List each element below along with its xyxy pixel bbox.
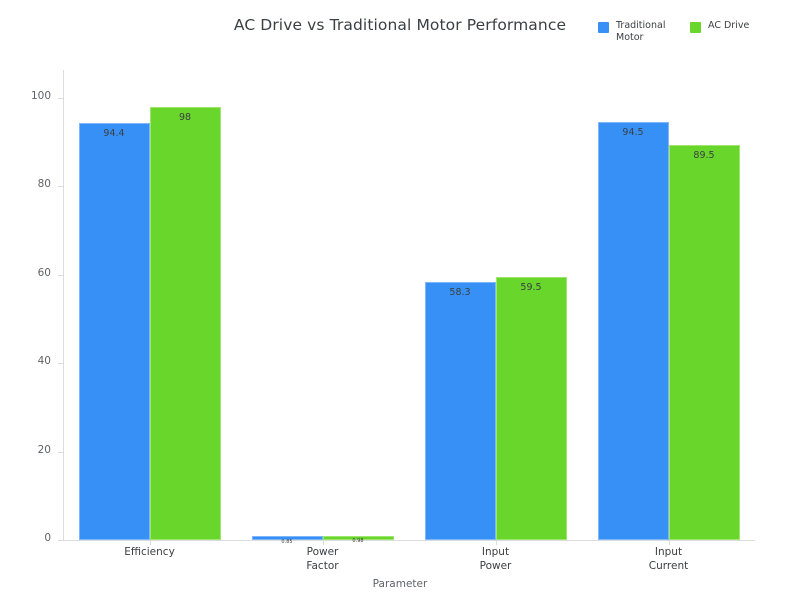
y-tick-label: 40 — [37, 355, 51, 368]
bar[interactable]: 0.98 — [322, 535, 394, 544]
legend-swatch-icon — [598, 22, 609, 33]
bar-value-label: 58.3 — [449, 287, 471, 299]
bar[interactable]: 0.85 — [251, 536, 323, 545]
y-tick-mark — [58, 451, 63, 453]
legend-item-traditional-motor[interactable]: Traditional Motor — [598, 20, 674, 43]
bar-value-label: 94.5 — [622, 127, 644, 139]
x-tick-mark — [322, 540, 324, 545]
bar[interactable]: 58.3 — [424, 282, 496, 540]
y-tick-label: 60 — [37, 266, 51, 279]
bar[interactable]: 98 — [149, 106, 221, 540]
y-tick-label: 20 — [37, 443, 51, 456]
y-tick-mark — [58, 186, 63, 188]
bar[interactable]: 94.5 — [597, 122, 669, 540]
legend-label: AC Drive — [708, 20, 750, 31]
bar-value-label: 94.4 — [103, 127, 125, 139]
chart-legend: Traditional Motor AC Drive — [598, 20, 749, 43]
bar-value-label: 0.98 — [352, 538, 364, 545]
y-tick-mark — [58, 363, 63, 365]
legend-item-ac-drive[interactable]: AC Drive — [690, 20, 749, 33]
plot-area: 94.4 98 0.85 0.98 58.3 59.5 94.5 89.5 — [63, 76, 755, 545]
x-tick-mark — [149, 540, 151, 545]
x-tick-mark — [495, 540, 497, 545]
y-tick-label: 80 — [37, 178, 51, 191]
x-tick-label: Input Power — [479, 546, 512, 572]
y-tick-mark — [58, 274, 63, 276]
legend-label: Traditional Motor — [616, 20, 666, 43]
bar[interactable]: 89.5 — [668, 144, 740, 540]
x-axis-line — [63, 540, 755, 541]
x-tick-mark — [668, 540, 670, 545]
x-tick-label: Power Factor — [306, 546, 339, 572]
bar[interactable]: 59.5 — [495, 277, 567, 540]
x-tick-label: Efficiency — [124, 546, 175, 558]
bar[interactable]: 94.4 — [78, 122, 150, 540]
chart-title: AC Drive vs Traditional Motor Performanc… — [233, 16, 567, 34]
bar-value-label: 0.85 — [281, 538, 293, 545]
bar-value-label: 59.5 — [520, 282, 542, 294]
bar-value-label: 98 — [178, 111, 192, 123]
legend-swatch-icon — [690, 22, 701, 33]
x-axis-title: Parameter — [372, 578, 428, 590]
y-tick-mark — [58, 540, 63, 541]
y-tick-label: 0 — [44, 532, 51, 544]
y-axis-title: Value — [0, 291, 3, 321]
y-axis-line — [63, 70, 64, 541]
x-tick-label: Input Current — [648, 546, 689, 572]
y-tick-label: 100 — [30, 90, 51, 103]
y-tick-mark — [58, 98, 63, 100]
bar-value-label: 89.5 — [693, 149, 715, 161]
